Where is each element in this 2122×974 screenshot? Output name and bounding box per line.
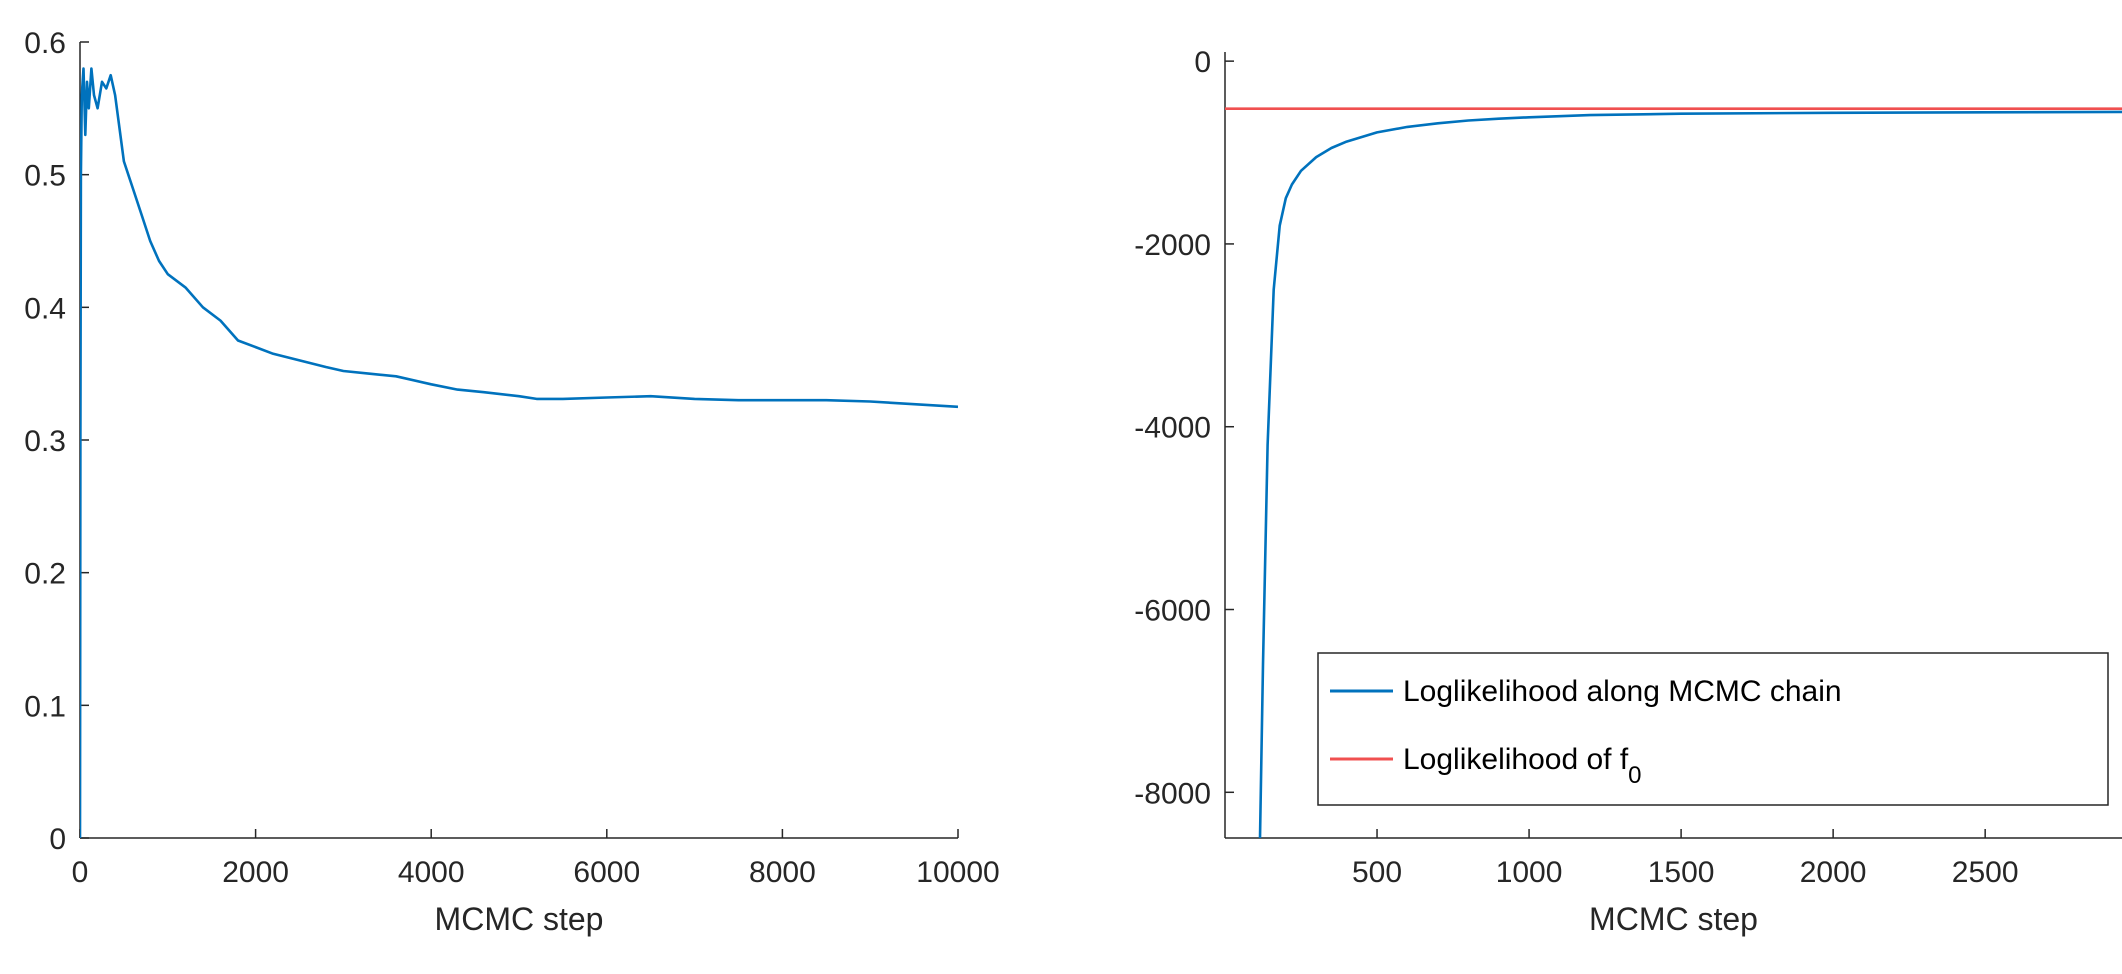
y-tick-label: 0.2 bbox=[24, 558, 66, 591]
x-axis-label: MCMC step bbox=[1589, 901, 1758, 937]
y-tick-label: 0 bbox=[1194, 46, 1211, 79]
y-tick-label: 0.4 bbox=[24, 292, 66, 325]
y-tick-label: 0.3 bbox=[24, 425, 66, 458]
y-tick-label: -4000 bbox=[1134, 412, 1211, 445]
y-tick-label: 0.1 bbox=[24, 690, 66, 723]
x-tick-label: 6000 bbox=[573, 856, 640, 889]
x-tick-label: 0 bbox=[72, 856, 89, 889]
x-tick-label: 2500 bbox=[1952, 856, 2019, 889]
x-tick-label: 8000 bbox=[749, 856, 816, 889]
x-tick-label: 2000 bbox=[1800, 856, 1867, 889]
series-line-1 bbox=[1258, 110, 2122, 838]
legend-subscript: 0 bbox=[1628, 762, 1641, 789]
y-tick-label: -6000 bbox=[1134, 595, 1211, 628]
x-tick-label: 4000 bbox=[398, 856, 465, 889]
legend-entry-1: Loglikelihood along MCMC chain bbox=[1403, 675, 1842, 708]
x-tick-label: 1000 bbox=[1496, 856, 1563, 889]
x-tick-label: 500 bbox=[1352, 856, 1402, 889]
chart-2: 500 1000 1500 2000 2500 0 -2000 -4000 -6000 -8000… bbox=[1134, 46, 2122, 937]
x-tick-label: 1500 bbox=[1648, 856, 1715, 889]
x-axis-label: MCMC step bbox=[435, 901, 604, 937]
y-tick-label: 0 bbox=[49, 823, 66, 856]
x-tick-label: 10000 bbox=[916, 856, 999, 889]
y-tick-label: 0.6 bbox=[24, 27, 66, 60]
legend: Loglikelihood along MCMC chainLoglikelih… bbox=[1317, 652, 2109, 806]
y-tick-label: -2000 bbox=[1134, 229, 1211, 262]
legend-box bbox=[1317, 652, 2109, 806]
y-tick-label: -8000 bbox=[1134, 777, 1211, 810]
chart-1: 0 2000 4000 6000 8000 10000 0 0.1 0.2 0.3 0.4 0.5 0.… bbox=[24, 27, 999, 937]
y-tick-label: 0.5 bbox=[24, 160, 66, 193]
series-line-1 bbox=[80, 67, 958, 838]
x-tick-label: 2000 bbox=[222, 856, 289, 889]
